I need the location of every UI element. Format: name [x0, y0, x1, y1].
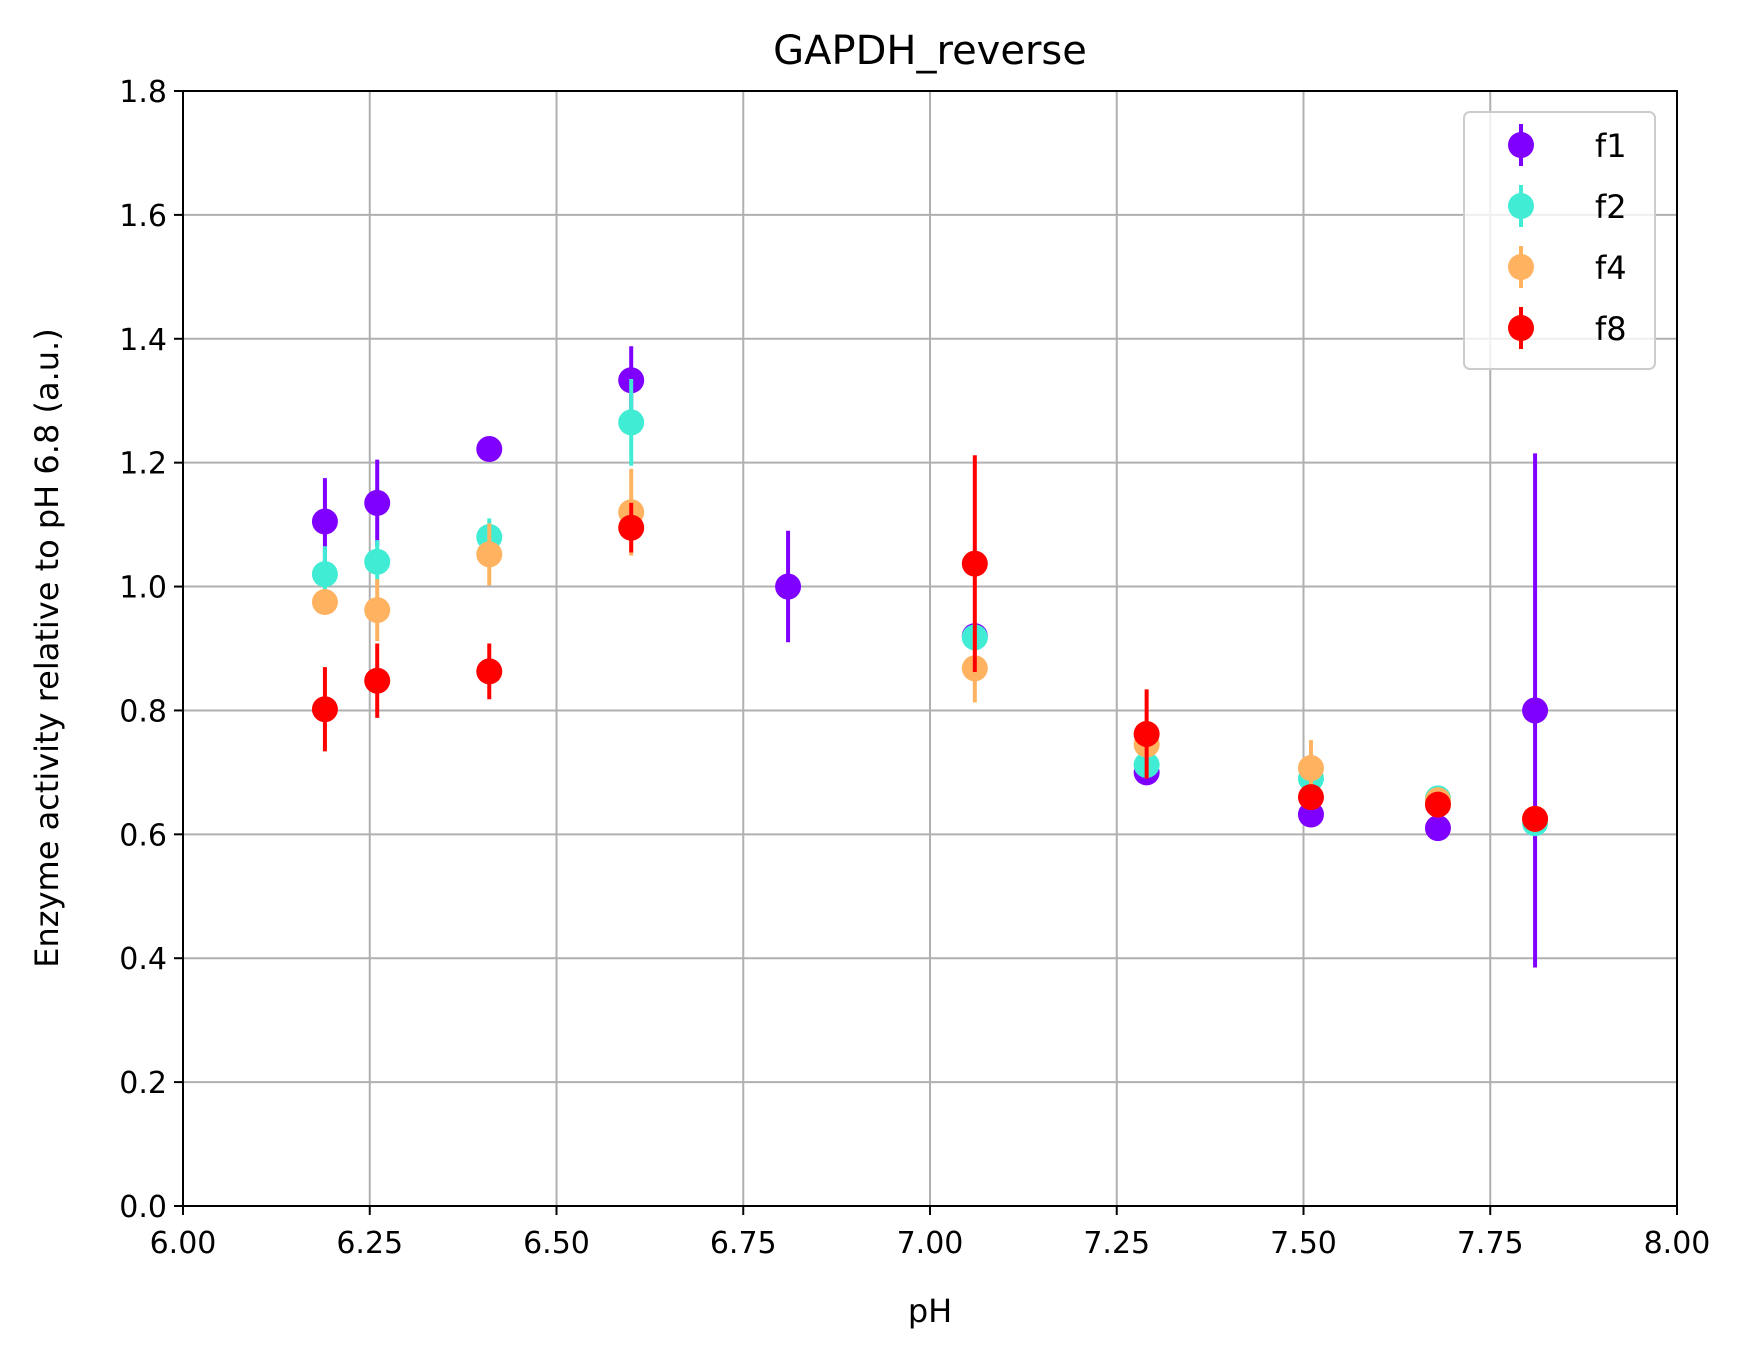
series-f8 [311, 455, 1549, 832]
legend-label: f4 [1595, 249, 1627, 287]
legend-marker [1508, 193, 1534, 219]
legend: f1 f2 f4 f8 [1463, 111, 1656, 370]
legend-item-f4: f4 [1508, 246, 1627, 288]
y-tick-label: 1.2 [119, 447, 167, 482]
data-marks [311, 346, 1549, 968]
data-point [311, 589, 338, 616]
legend-marker [1508, 315, 1534, 341]
data-point [1297, 755, 1324, 782]
x-tick-label: 6.00 [150, 1226, 217, 1261]
data-point [311, 561, 338, 588]
legend-marker [1508, 254, 1534, 280]
data-point [1522, 697, 1549, 724]
data-point [1424, 815, 1451, 842]
x-tick-label: 7.75 [1457, 1226, 1524, 1261]
data-point [476, 436, 503, 463]
data-point [1297, 784, 1324, 811]
y-tick-label: 1.8 [119, 75, 167, 110]
y-tick-label: 0.4 [119, 942, 167, 977]
x-tick-label: 6.25 [336, 1226, 403, 1261]
data-point [364, 548, 391, 575]
y-tick-label: 1.6 [119, 199, 167, 234]
data-point [364, 597, 391, 624]
x-tick-label: 7.00 [897, 1226, 964, 1261]
x-tick-label: 8.00 [1644, 1226, 1711, 1261]
legend-label: f2 [1595, 188, 1627, 226]
x-tick-label: 6.75 [710, 1226, 777, 1261]
y-tick-label: 0.8 [119, 694, 167, 729]
x-axis-label: pH [908, 1292, 952, 1330]
data-point [618, 514, 645, 541]
y-tick-label: 0.0 [119, 1190, 167, 1225]
data-point [1424, 791, 1451, 818]
x-tick-label: 6.50 [523, 1226, 590, 1261]
data-point [311, 696, 338, 723]
legend-item-f8: f8 [1508, 307, 1627, 349]
data-point [311, 508, 338, 535]
legend-label: f8 [1595, 310, 1627, 348]
legend-item-f1: f1 [1508, 124, 1627, 166]
data-point [364, 667, 391, 694]
chart-title: GAPDH_reverse [773, 28, 1087, 74]
data-point [364, 489, 391, 516]
legend-label: f1 [1595, 127, 1627, 165]
data-point [775, 573, 802, 600]
legend-item-f2: f2 [1508, 185, 1627, 227]
x-tick-label: 7.50 [1270, 1226, 1337, 1261]
y-tick-label: 1.0 [119, 571, 167, 606]
y-axis-label: Enzyme activity relative to pH 6.8 (a.u.… [28, 328, 66, 967]
data-point [961, 550, 988, 577]
y-tick-label: 0.2 [119, 1066, 167, 1101]
x-tick-label: 7.25 [1083, 1226, 1150, 1261]
data-point [476, 541, 503, 568]
data-point [1522, 805, 1549, 832]
axis-ticks: 6.00 6.25 6.50 6.75 7.00 7.25 7.50 7.75 8.00 0.0 0… [119, 75, 1710, 1261]
data-point [476, 658, 503, 685]
y-tick-label: 0.6 [119, 818, 167, 853]
data-point [618, 409, 645, 436]
data-point [1133, 720, 1160, 747]
legend-marker [1508, 132, 1534, 158]
legend-box [1463, 111, 1656, 370]
y-tick-label: 1.4 [119, 323, 167, 358]
